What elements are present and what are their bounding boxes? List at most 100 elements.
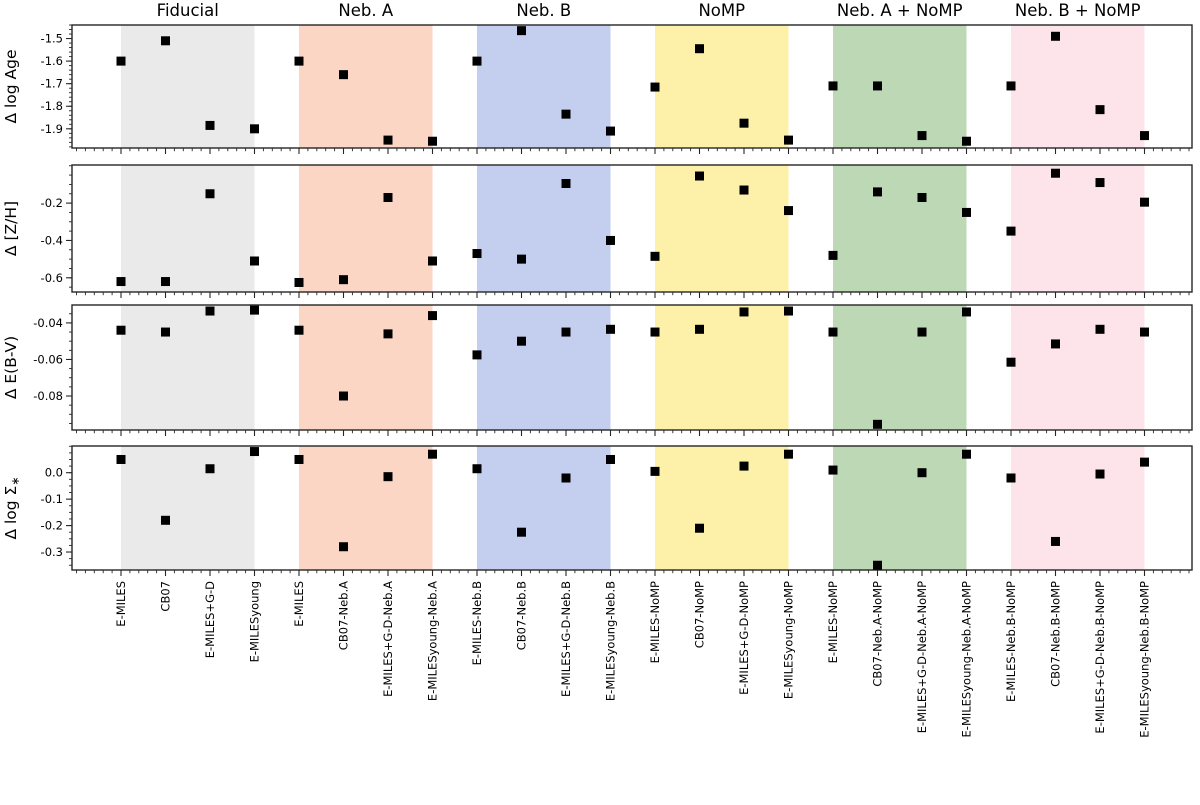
data-point-marker — [383, 329, 393, 339]
x-tick-label: E-MILESyoung-Neb.A-NoMP — [960, 581, 974, 738]
data-point-marker — [873, 81, 882, 91]
data-point-marker — [739, 307, 749, 317]
data-point-marker — [873, 419, 882, 429]
panel-spines — [71, 164, 1193, 293]
data-point-marker — [339, 70, 348, 80]
data-point-marker — [205, 464, 215, 474]
group-band — [121, 25, 255, 148]
y-tick-label: -0.2 — [41, 196, 63, 210]
panel-1: -0.2 -0.4 -0.6 Δ [Z/H] — [2, 164, 1193, 298]
data-point-marker — [472, 350, 482, 360]
data-point-marker — [517, 527, 526, 537]
data-point-marker — [561, 327, 571, 337]
data-point-marker — [339, 391, 348, 401]
data-point-marker — [962, 207, 971, 217]
group-band — [299, 25, 433, 148]
data-point-marker — [650, 82, 660, 92]
data-point-marker — [917, 131, 927, 141]
group-title: Neb. A — [338, 1, 393, 20]
data-point-marker — [472, 249, 482, 259]
y-tick-label: -0.4 — [41, 233, 63, 247]
group-band — [655, 165, 789, 292]
data-point-marker — [695, 171, 704, 181]
data-point-marker — [917, 327, 927, 337]
x-tick-label: E-MILES+G-D-Neb.B — [559, 581, 573, 697]
data-point-marker — [873, 560, 882, 570]
group-band — [477, 25, 611, 148]
x-tick-label: E-MILES+G-D-Neb.A-NoMP — [915, 581, 929, 733]
data-point-marker — [917, 192, 927, 202]
x-tick-label: E-MILES-NoMP — [648, 581, 662, 663]
y-tick-label: -1.8 — [41, 99, 63, 113]
data-point-marker — [1140, 457, 1149, 467]
y-tick-label: -0.08 — [33, 389, 63, 403]
x-tick-label: CB07 — [159, 581, 173, 612]
data-point-marker — [517, 254, 526, 264]
data-point-marker — [161, 36, 170, 46]
data-point-marker — [695, 324, 704, 334]
y-tick-label: -1.7 — [41, 77, 63, 91]
y-axis-label: Δ log Age — [2, 49, 20, 123]
x-tick-label: E-MILES+G-D-Neb.A — [381, 581, 395, 697]
group-band — [655, 25, 789, 148]
y-axis-label: Δ log Σ∗ — [2, 476, 22, 539]
data-point-marker — [1006, 226, 1016, 236]
x-tick-label: E-MILES-Neb.B — [470, 581, 484, 665]
data-point-marker — [472, 464, 482, 474]
data-point-marker — [205, 306, 215, 316]
group-title: Neb. A + NoMP — [837, 1, 963, 20]
x-tick-label: CB07-Neb.A-NoMP — [871, 581, 885, 687]
data-point-marker — [739, 185, 749, 195]
data-point-marker — [739, 118, 749, 128]
data-point-marker — [650, 466, 660, 476]
data-point-marker — [1051, 168, 1060, 178]
y-axis-label: Δ [Z/H] — [2, 201, 20, 256]
panel-3: 0.0 -0.1 -0.2 -0.3 Δ log Σ∗ — [2, 445, 1193, 576]
data-point-marker — [962, 449, 971, 459]
data-point-marker — [116, 56, 126, 66]
data-point-marker — [428, 136, 437, 146]
data-point-marker — [294, 277, 304, 287]
x-tick-label: E-MILESyoung-Neb.A — [426, 581, 440, 701]
data-point-marker — [294, 325, 304, 335]
group-band — [1011, 446, 1145, 570]
y-tick-label: -0.3 — [41, 545, 63, 559]
group-title: Neb. B — [516, 1, 571, 20]
data-point-marker — [1140, 197, 1149, 207]
data-point-marker — [1051, 339, 1060, 349]
y-tick-label: -0.6 — [41, 271, 63, 285]
group-band — [477, 165, 611, 292]
data-point-marker — [873, 187, 882, 197]
data-point-marker — [517, 336, 526, 346]
data-point-marker — [1095, 178, 1105, 188]
group-title: Neb. B + NoMP — [1015, 1, 1141, 20]
group-title: NoMP — [698, 1, 745, 20]
x-tick-label: E-MILES-Neb.B-NoMP — [1004, 581, 1018, 702]
group-band — [655, 446, 789, 570]
data-point-marker — [1140, 327, 1149, 337]
data-point-marker — [784, 206, 793, 216]
panel-spines — [71, 304, 1193, 431]
group-band — [655, 305, 789, 430]
x-tick-label: CB07-Neb.B-NoMP — [1049, 581, 1063, 687]
data-point-marker — [1006, 357, 1016, 367]
data-point-marker — [561, 109, 571, 119]
panel-spines — [71, 445, 1193, 571]
data-point-marker — [828, 327, 838, 337]
y-tick-label: -0.1 — [41, 492, 63, 506]
x-tick-label: E-MILESyoung — [248, 581, 262, 662]
data-point-marker — [561, 473, 571, 483]
data-point-marker — [472, 56, 482, 66]
data-point-marker — [161, 515, 170, 525]
x-tick-label: E-MILES — [114, 581, 128, 627]
data-point-marker — [561, 178, 571, 188]
data-point-marker — [517, 26, 526, 36]
group-band — [477, 305, 611, 430]
data-point-marker — [1095, 469, 1105, 479]
y-tick-label: -1.5 — [41, 32, 63, 46]
group-band — [1011, 25, 1145, 148]
x-tick-label: E-MILES+G-D-Neb.B-NoMP — [1093, 581, 1107, 734]
data-point-marker — [116, 325, 126, 335]
data-point-marker — [428, 449, 437, 459]
